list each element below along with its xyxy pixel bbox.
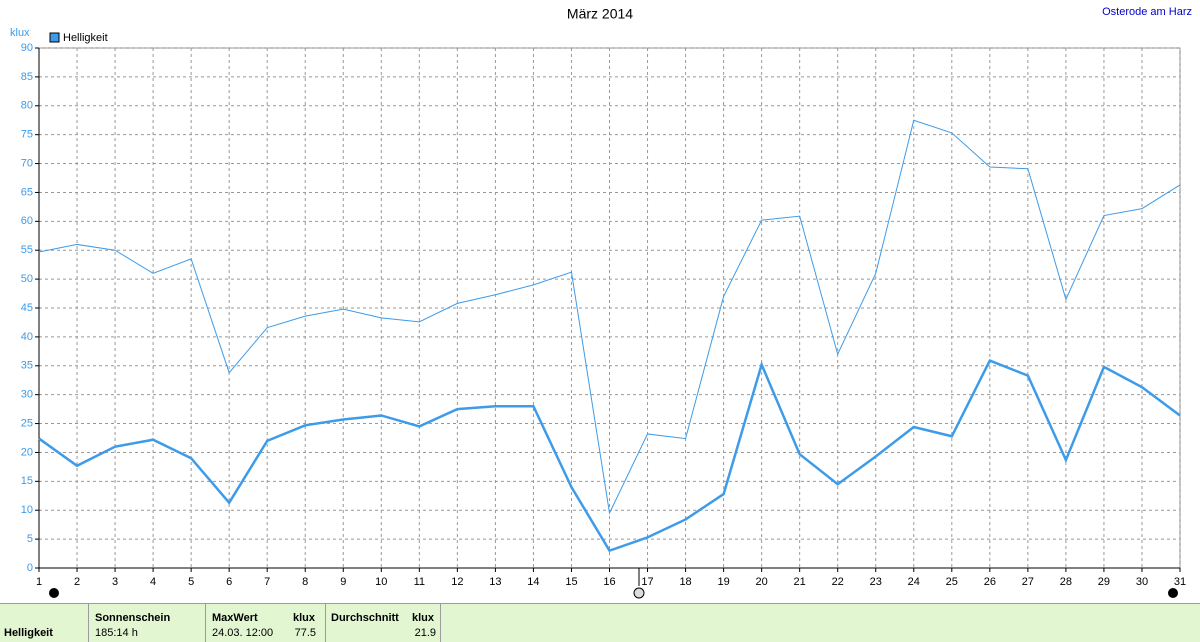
x-tick-label: 30 — [1136, 576, 1148, 588]
x-tick-label: 9 — [340, 576, 346, 588]
location: Osterode am Harz — [1102, 6, 1192, 18]
separator — [440, 604, 441, 642]
x-tick-label: 23 — [870, 576, 882, 588]
x-tick-label: 27 — [1022, 576, 1034, 588]
x-tick-label: 17 — [641, 576, 653, 588]
x-tick-label: 10 — [375, 576, 387, 588]
value: 77.5 — [294, 627, 316, 639]
y-tick-label: 45 — [21, 302, 33, 314]
x-tick-label: 3 — [112, 576, 118, 588]
x-tick-label: 4 — [150, 576, 156, 588]
x-tick-label: 16 — [603, 576, 615, 588]
y-tick-label: 50 — [21, 273, 33, 285]
legend-swatch — [49, 32, 60, 43]
x-tick-label: 12 — [451, 576, 463, 588]
y-tick-label: 60 — [21, 215, 33, 227]
lines — [38, 119, 1181, 553]
value: 21.9 — [414, 627, 436, 639]
y-tick-label: 70 — [21, 157, 33, 169]
separator — [88, 604, 89, 642]
x-tick-label: 26 — [984, 576, 996, 588]
x-tick-label: 29 — [1098, 576, 1110, 588]
row-label: Helligkeit — [4, 627, 53, 639]
y-tick-label: 10 — [21, 504, 33, 516]
x-tick-label: 15 — [565, 576, 577, 588]
x-tick-label: 31 — [1174, 576, 1186, 588]
header: Sonnenschein — [95, 612, 171, 624]
x-tick-label: 1 — [36, 576, 42, 588]
y-tick-label: 20 — [21, 446, 33, 458]
x-tick-label: 20 — [756, 576, 768, 588]
x-tick-label: 14 — [527, 576, 539, 588]
y-tick-label: 25 — [21, 417, 33, 429]
moon-phases — [49, 568, 1178, 599]
x-tick-label: 24 — [908, 576, 920, 588]
y-tick-label: 40 — [21, 331, 33, 343]
x-tick-label: 11 — [414, 576, 425, 588]
date: 24.03. 12:00 — [212, 627, 274, 639]
x-tick-label: 25 — [946, 576, 958, 588]
unit: klux — [293, 612, 316, 624]
x-tick-label: 19 — [717, 576, 729, 588]
chart: März 2014 Osterode am Harz klux 05101520… — [10, 6, 1192, 599]
x-tick-label: 28 — [1060, 576, 1072, 588]
chart-title: März 2014 — [567, 6, 633, 22]
value: 185:14 h — [95, 627, 138, 639]
y-tick-label: 85 — [21, 71, 33, 83]
separator — [325, 604, 326, 642]
x-tick-label: 8 — [302, 576, 308, 588]
y-tick-label: 30 — [21, 389, 33, 401]
data-line — [38, 358, 1181, 553]
y-tick-label: 80 — [21, 100, 33, 112]
summary-table: Helligkeit Sonnenschein 185:14 h MaxWert… — [0, 603, 1200, 642]
separator — [205, 604, 206, 642]
unit: klux — [412, 612, 435, 624]
full-moon — [633, 587, 645, 599]
x-tick-label: 6 — [226, 576, 232, 588]
x-tick-label: 5 — [188, 576, 194, 588]
header: Durchschnitt — [331, 612, 399, 624]
y-axis-label: klux — [10, 27, 30, 39]
x-tick-label: 2 — [74, 576, 80, 588]
new-moon — [1168, 588, 1178, 598]
x-tick-label: 18 — [679, 576, 691, 588]
new-moon — [49, 588, 59, 598]
y-tick-label: 35 — [21, 360, 33, 372]
data-line — [38, 119, 1181, 515]
y-tick-label: 90 — [21, 42, 33, 54]
header: MaxWert — [212, 612, 258, 624]
x-tick-label: 7 — [264, 576, 270, 588]
y-tick-label: 55 — [21, 244, 33, 256]
x-tick-label: 22 — [832, 576, 844, 588]
x-tick-label: 21 — [794, 576, 806, 588]
legend-label: Helligkeit — [63, 32, 108, 44]
y-tick-label: 0 — [27, 562, 33, 574]
y-tick-label: 15 — [21, 475, 33, 487]
x-tick-label: 13 — [489, 576, 501, 588]
y-tick-label: 65 — [21, 186, 33, 198]
y-tick-label: 5 — [27, 533, 33, 545]
y-tick-label: 75 — [21, 129, 33, 141]
